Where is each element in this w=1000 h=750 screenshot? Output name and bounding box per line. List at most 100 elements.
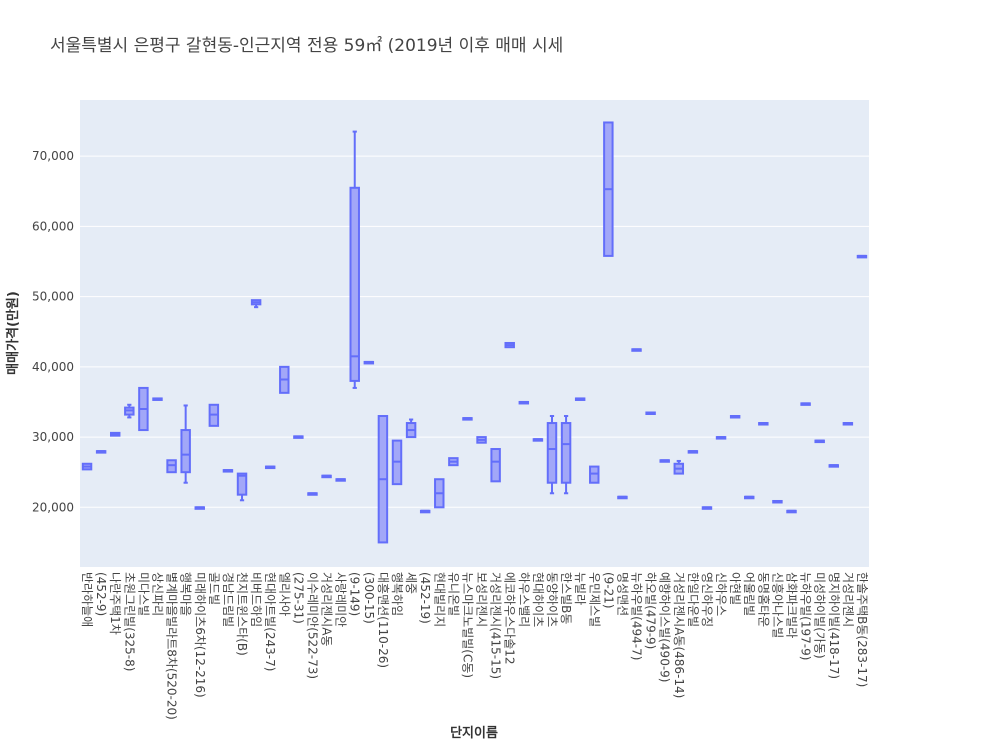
y-tick-label: 40,000	[32, 360, 74, 374]
y-axis-title: 매매가격(만원)	[5, 291, 21, 375]
box-47	[729, 415, 741, 419]
x-tick-label: 신하우스	[714, 572, 728, 616]
x-tick-label: 비버드하임	[249, 572, 263, 627]
box-13	[250, 299, 262, 309]
x-tick-label: 뉴하우빌(494-7)	[630, 572, 644, 660]
x-tick-label: 미래하이츠6차(12-216)	[193, 572, 207, 698]
x-axis-title: 단지이름	[450, 725, 498, 741]
x-tick-label: 현대아트빌(243-7)	[263, 572, 277, 671]
box-iqr	[166, 459, 177, 474]
x-tick-label: 골드빌	[207, 572, 221, 605]
box-19	[335, 478, 346, 482]
x-tick-label: 세중	[404, 572, 418, 594]
box-18	[321, 474, 332, 479]
x-tick-label: 거성리젠시A동(486-14)	[672, 572, 686, 698]
box-7	[166, 459, 177, 474]
x-tick-label: 유니온빌	[446, 572, 460, 616]
x-tick-label: 행복하임	[390, 572, 405, 616]
chart-title: 서울특별시 은평구 갈현동-인근지역 전용 59㎡ (2019년 이후 매매 시…	[50, 36, 564, 56]
box-36	[574, 397, 586, 401]
box-23	[391, 439, 403, 486]
box-9	[194, 506, 205, 510]
x-tick-label: 나란주택1차	[108, 572, 122, 635]
box-56	[856, 254, 868, 259]
x-tick-label: 신흥아나스빌	[770, 572, 784, 638]
x-tick-label: 엘리사아	[277, 572, 291, 616]
box-iqr	[589, 465, 600, 484]
x-tick-label: 뉴스마크노빌빌(C동)	[460, 572, 474, 678]
x-tick-label: 초원그린빌(325-8)	[122, 572, 136, 671]
x-tick-label: 하오빌(479-9)	[644, 572, 658, 649]
box-52	[800, 402, 811, 406]
box-17	[307, 492, 318, 496]
box-5	[138, 386, 149, 432]
x-tick-label: 동명홈타운	[756, 572, 770, 627]
box-27	[448, 457, 459, 467]
x-tick-label: 예향하이스빌(490-9)	[658, 572, 672, 682]
box-53	[814, 439, 825, 444]
x-tick-label: 뉴하우빌(197-9)	[799, 572, 813, 660]
x-tick-label: (452-19)	[418, 572, 432, 624]
x-tick-label: 보성리젠시	[475, 572, 489, 627]
x-tick-label: 한솔주택B동(283-17)	[855, 572, 869, 687]
x-tick-label: 사랑레미안	[334, 572, 348, 627]
box-22	[377, 415, 389, 544]
box-43	[673, 459, 685, 475]
x-tick-label: 거성리젠시(415-15)	[489, 572, 503, 679]
x-tick-label: 하우스밸리	[517, 572, 531, 627]
box-6	[152, 397, 163, 401]
box-iqr	[546, 422, 558, 484]
box-46	[715, 436, 727, 440]
box-38	[603, 121, 614, 257]
x-tick-label: 뉴빌라	[573, 572, 587, 605]
x-tick-label: 현대빌리지	[432, 572, 446, 627]
x-tick-label: 미성하이빌(가동)	[813, 572, 827, 659]
box-iqr	[349, 186, 360, 382]
box-40	[631, 348, 642, 352]
x-tick-label: 동양하이츠	[545, 572, 559, 627]
x-tick-label: 에코하우스다솔12	[503, 572, 517, 665]
box-26	[434, 478, 445, 509]
x-tick-label: 삼화파크빌라	[785, 572, 799, 638]
gridlines	[80, 155, 869, 508]
box-42	[659, 459, 670, 463]
box-20	[349, 130, 360, 389]
box-iqr	[560, 422, 572, 484]
x-tick-label: (300-15)	[362, 572, 376, 624]
box-45	[701, 506, 713, 510]
box-14	[264, 465, 276, 470]
box-51	[786, 509, 797, 514]
x-tick-label: 현대하이츠	[531, 572, 545, 627]
x-tick-label: 우민제스빌	[587, 572, 601, 627]
x-tick-label: (275-31)	[291, 572, 305, 624]
x-tick-label: (452-9)	[94, 572, 108, 616]
box-4	[124, 403, 135, 419]
x-tick-label: 어울림빌	[742, 572, 756, 616]
box-32	[518, 400, 530, 405]
x-tick-label: 이수레미안(522-73)	[305, 572, 319, 679]
x-tick-label: 반라하늘애	[80, 572, 94, 627]
box-31	[504, 341, 515, 349]
box-2	[95, 450, 107, 454]
box-15	[279, 365, 290, 394]
x-tick-label: 거성리젠시A동	[320, 572, 334, 646]
x-tick-label: 경남드림빌	[221, 572, 235, 627]
box-1	[81, 462, 93, 471]
x-tick-label: 거성리젠시	[841, 572, 855, 627]
box-50	[772, 499, 783, 504]
box-34	[546, 415, 558, 495]
box-24	[405, 418, 417, 439]
x-tick-label: 미다스빌	[136, 572, 150, 616]
x-tick-label: 별계마을빌라트8차(520-20)	[165, 572, 179, 720]
box-33	[532, 438, 544, 442]
x-tick-label: 명지하이빌(418-17)	[827, 572, 841, 679]
box-16	[293, 435, 304, 439]
box-10	[208, 403, 220, 427]
y-tick-label: 30,000	[32, 430, 74, 444]
x-tick-label: 행복마을	[179, 572, 194, 616]
y-tick-label: 60,000	[32, 219, 74, 233]
box-48	[744, 495, 755, 500]
box-35	[560, 415, 572, 495]
x-tick-label: (9-149)	[348, 572, 362, 616]
